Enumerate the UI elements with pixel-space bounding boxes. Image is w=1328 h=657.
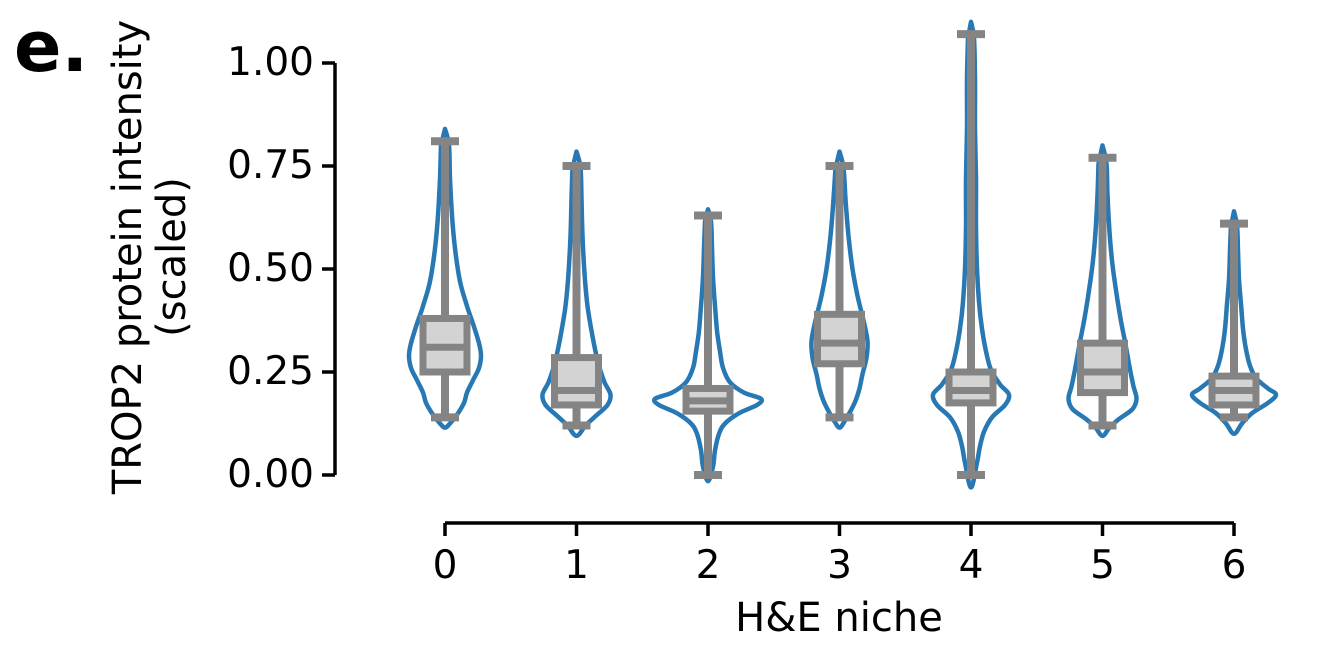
x-tick-label: 6 bbox=[1221, 543, 1247, 588]
box-niche-1 bbox=[551, 354, 602, 409]
y-tick-label: 0.00 bbox=[227, 452, 314, 497]
x-tick-label: 4 bbox=[958, 543, 984, 588]
x-tick-label: 2 bbox=[695, 543, 721, 588]
x-tick-label: 1 bbox=[564, 543, 589, 588]
panel-label: e. bbox=[14, 6, 89, 88]
x-tick-label: 5 bbox=[1090, 543, 1115, 588]
y-tick-label: 0.50 bbox=[227, 246, 314, 291]
box-niche-5 bbox=[1077, 339, 1128, 397]
y-tick-label: 0.75 bbox=[227, 143, 314, 188]
box-niche-3 bbox=[814, 310, 865, 368]
y-tick-label: 1.00 bbox=[227, 40, 314, 85]
y-tick-label: 0.25 bbox=[227, 349, 314, 394]
x-tick-label: 3 bbox=[827, 543, 852, 588]
x-tick-label: 0 bbox=[432, 543, 458, 588]
x-axis-label: H&E niche bbox=[735, 595, 943, 641]
